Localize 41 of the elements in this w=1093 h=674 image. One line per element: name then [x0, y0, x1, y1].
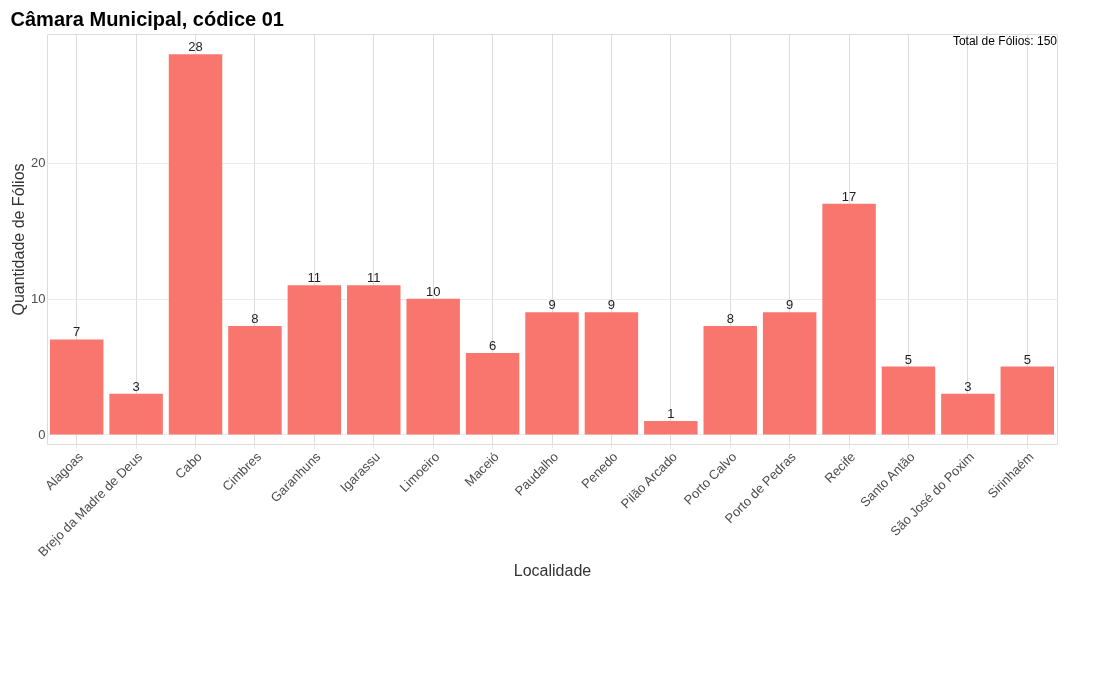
y-axis-title: Quantidade de Fólios [10, 163, 28, 316]
data-label: 17 [841, 188, 857, 204]
data-label: 5 [1023, 351, 1031, 367]
y-tick-label: 10 [31, 291, 46, 307]
data-label: 28 [188, 39, 203, 55]
bar [881, 366, 936, 435]
bar [347, 285, 401, 435]
data-label: 11 [367, 270, 381, 286]
bar [465, 353, 520, 435]
bar [1000, 366, 1055, 435]
data-label: 10 [425, 283, 441, 299]
data-label: 9 [548, 297, 556, 313]
annotation: Total de Fólios: 150 [952, 34, 1058, 48]
y-tick-label: 20 [31, 155, 46, 171]
data-label: 11 [307, 270, 322, 286]
data-label: 1 [667, 405, 675, 421]
bar [228, 325, 282, 435]
bar [584, 312, 639, 435]
bar [406, 298, 460, 435]
data-label: 5 [904, 351, 913, 367]
data-label: 9 [786, 297, 794, 313]
bar [644, 420, 698, 435]
data-label: 8 [251, 310, 259, 326]
bar [109, 393, 163, 435]
data-label: 8 [726, 310, 734, 326]
bar [941, 393, 995, 435]
bar [287, 285, 342, 435]
bar [762, 312, 817, 435]
data-label: 7 [73, 324, 81, 340]
bar [822, 203, 876, 435]
data-label: 3 [132, 378, 140, 394]
data-label: 9 [607, 297, 616, 313]
data-label: 3 [964, 378, 972, 394]
bar [49, 339, 104, 435]
chart-title: Câmara Municipal, códice 01 [10, 8, 284, 30]
bar [168, 54, 223, 435]
bar [703, 325, 757, 435]
data-label: 6 [488, 338, 497, 354]
y-tick-label: 0 [38, 427, 46, 442]
bar [525, 312, 579, 435]
x-axis-title: Localidade [513, 562, 592, 580]
